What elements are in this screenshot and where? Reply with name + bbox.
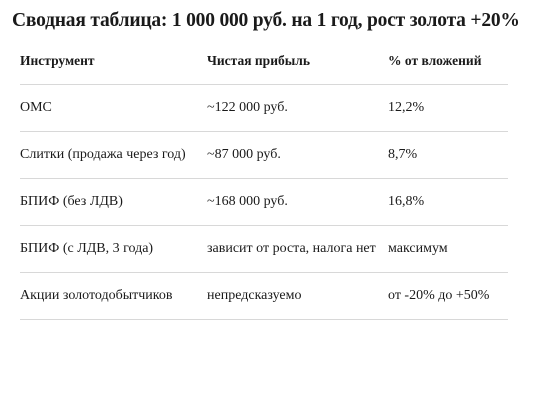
header-cell: Инструмент [20,53,95,68]
table-row: Слитки (продажа через год) ~87 000 руб. 8,… [20,132,508,179]
table-cell: Акции золотодобытчиков [20,288,173,303]
table-row: БПИФ (без ЛДВ) ~168 000 руб. 16,8% [20,179,508,226]
table-cell: ~87 000 руб. [207,147,281,162]
table-cell: 12,2% [388,100,425,115]
table-row: ОМС ~122 000 руб. 12,2% [20,85,508,132]
header-cell: Чистая прибыль [207,53,310,68]
title: Сводная таблица: 1 000 000 руб. на 1 год… [12,10,520,31]
table-cell: БПИФ (без ЛДВ) [20,194,123,209]
table-cell: непредсказуемо [207,288,302,303]
table-cell: ОМС [20,100,52,115]
table-cell: Слитки (продажа через год) [20,147,186,162]
header-row: Инструмент Чистая прибыль % от вложений [20,47,508,85]
table-cell: БПИФ (с ЛДВ, 3 года) [20,241,154,256]
table-cell: максимум [388,241,448,256]
table-cell: 8,7% [388,147,418,162]
table-cell: ~122 000 руб. [207,100,288,115]
table-cell: ~168 000 руб. [207,194,288,209]
table-cell: зависит от роста, налога нет [207,241,376,256]
header-cell: % от вложений [388,53,482,68]
table-cell: 16,8% [388,194,425,209]
summary-table: Инструмент Чистая прибыль % от вложений ОМ… [20,47,508,320]
table-row: Акции золотодобытчиков непредсказуемо от -… [20,273,508,320]
table-body: ОМС ~122 000 руб. 12,2% Слитки (продажа чер… [20,85,508,320]
table-row: БПИФ (с ЛДВ, 3 года) зависит от роста, на… [20,226,508,273]
table-cell: от -20% до +50% [388,288,490,303]
